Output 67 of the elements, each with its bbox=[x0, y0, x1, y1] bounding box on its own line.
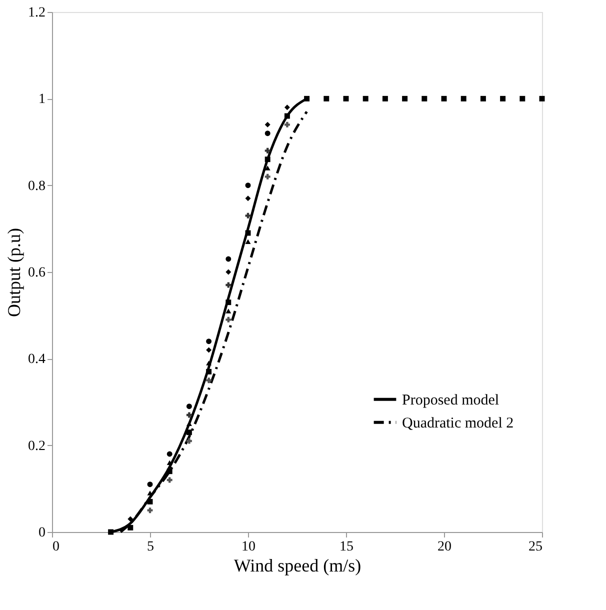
point bbox=[186, 421, 192, 426]
point bbox=[441, 96, 447, 102]
point bbox=[402, 96, 408, 102]
x-tick-label: 0 bbox=[52, 540, 60, 554]
point bbox=[147, 508, 153, 514]
point bbox=[539, 96, 545, 102]
point bbox=[226, 300, 232, 306]
point bbox=[186, 430, 192, 436]
y-tick-label: 0.4 bbox=[28, 352, 46, 368]
point bbox=[206, 378, 212, 384]
point bbox=[264, 130, 270, 136]
point bbox=[245, 196, 251, 202]
point bbox=[343, 96, 349, 102]
x-tick-label: 10 bbox=[242, 540, 256, 554]
y-tick-label: 1 bbox=[38, 92, 46, 108]
point bbox=[226, 269, 232, 275]
point bbox=[362, 96, 368, 102]
point bbox=[147, 498, 153, 504]
point bbox=[480, 96, 486, 102]
point bbox=[382, 96, 388, 102]
point bbox=[147, 482, 153, 488]
y-tick-label: 0.6 bbox=[28, 266, 46, 280]
point bbox=[284, 104, 290, 110]
y-tick-label: 1.2 bbox=[28, 6, 46, 20]
point bbox=[324, 96, 330, 102]
point bbox=[264, 166, 270, 170]
point bbox=[206, 347, 212, 353]
point bbox=[186, 438, 192, 444]
point bbox=[245, 239, 251, 244]
point bbox=[284, 122, 290, 128]
x-tick-label: 5 bbox=[147, 540, 154, 554]
point bbox=[264, 174, 270, 180]
point bbox=[422, 96, 428, 102]
y-tick-label: 0.8 bbox=[28, 178, 46, 194]
x-tick-label: 25 bbox=[528, 540, 542, 554]
point bbox=[264, 148, 270, 154]
point bbox=[226, 308, 232, 314]
point bbox=[245, 182, 251, 188]
point bbox=[128, 516, 134, 522]
point bbox=[186, 412, 192, 418]
point bbox=[284, 113, 290, 119]
point bbox=[206, 338, 212, 344]
x-tick-label: 20 bbox=[438, 540, 452, 554]
x-tick-label: 15 bbox=[340, 540, 354, 554]
point bbox=[186, 404, 192, 410]
point bbox=[206, 360, 212, 366]
y-tick-label: 0.2 bbox=[28, 438, 46, 454]
point bbox=[206, 368, 212, 374]
point bbox=[264, 122, 270, 128]
point bbox=[226, 316, 232, 322]
point bbox=[460, 96, 466, 102]
y-axis-title: Output (p.u) bbox=[4, 228, 24, 317]
legend-label: Proposed model bbox=[402, 392, 500, 408]
y-tick-label: 0 bbox=[38, 526, 46, 540]
point bbox=[128, 524, 134, 530]
point bbox=[108, 529, 114, 535]
point bbox=[166, 451, 172, 457]
point bbox=[264, 156, 270, 162]
point bbox=[520, 96, 526, 102]
legend-label: Quadratic model 2 bbox=[402, 415, 514, 432]
point bbox=[500, 96, 506, 102]
point bbox=[166, 468, 172, 474]
point bbox=[226, 256, 232, 262]
x-axis-title: Wind speed (m/s) bbox=[234, 556, 362, 576]
point bbox=[304, 96, 310, 102]
point bbox=[166, 460, 172, 466]
point bbox=[245, 212, 251, 218]
